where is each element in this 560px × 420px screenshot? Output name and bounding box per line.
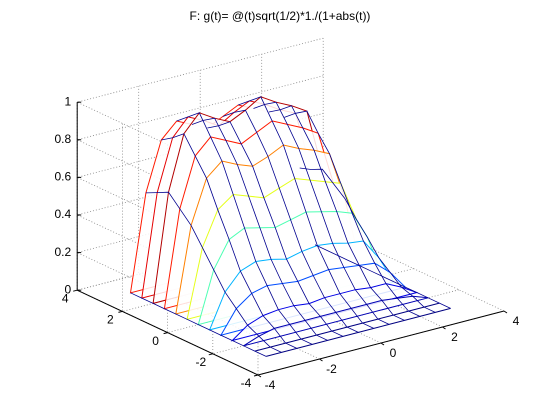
y-tick-label: -4 xyxy=(241,376,252,390)
mesh-column xyxy=(207,121,344,337)
tick-mark xyxy=(503,310,508,314)
tick-mark xyxy=(253,374,259,377)
mesh-column xyxy=(268,105,405,321)
mesh-column xyxy=(176,112,313,345)
tick-mark xyxy=(208,353,213,356)
mesh-column xyxy=(253,101,390,325)
z-tick-label: 0 xyxy=(65,282,72,296)
z-tick-label: 0.6 xyxy=(55,170,72,184)
tick-mark xyxy=(380,342,385,346)
mesh-column xyxy=(145,191,282,353)
x-tick-label: 4 xyxy=(513,314,520,328)
tick-mark xyxy=(163,332,168,335)
z-tick-label: 0.8 xyxy=(55,132,72,146)
tick-mark xyxy=(442,326,446,330)
mesh-column xyxy=(284,110,421,317)
mesh-column xyxy=(238,96,374,329)
tick-mark xyxy=(118,310,123,313)
z-tick-label: 0.2 xyxy=(55,245,72,259)
chart-title: F: g(t)= @(t)sqrt(1/2)*1./(1+abs(t)) xyxy=(190,9,371,23)
x-tick-label: -4 xyxy=(265,378,276,392)
mesh-row xyxy=(243,295,429,347)
tick-mark xyxy=(319,358,323,362)
mesh-column xyxy=(222,109,359,333)
mesh-column xyxy=(299,167,436,313)
mesh-column xyxy=(161,133,298,349)
tick-mark xyxy=(73,289,78,292)
grid-line xyxy=(322,38,505,312)
x-tick-label: 2 xyxy=(451,330,458,344)
x-tick-label: -2 xyxy=(326,362,337,376)
tick-mark xyxy=(257,374,262,378)
z-tick-label: 0.4 xyxy=(55,207,72,221)
mesh-row xyxy=(230,283,419,342)
y-tick-label: 2 xyxy=(107,313,114,327)
y-tick-label: 0 xyxy=(152,334,159,348)
z-tick-label: 1 xyxy=(65,94,72,108)
mesh-column xyxy=(314,244,451,309)
x-tick-label: 0 xyxy=(390,346,397,360)
y-tick-label: 4 xyxy=(62,291,69,305)
mesh-column xyxy=(130,292,267,357)
y-tick-label: -2 xyxy=(195,355,206,369)
mesh-column xyxy=(191,117,328,341)
